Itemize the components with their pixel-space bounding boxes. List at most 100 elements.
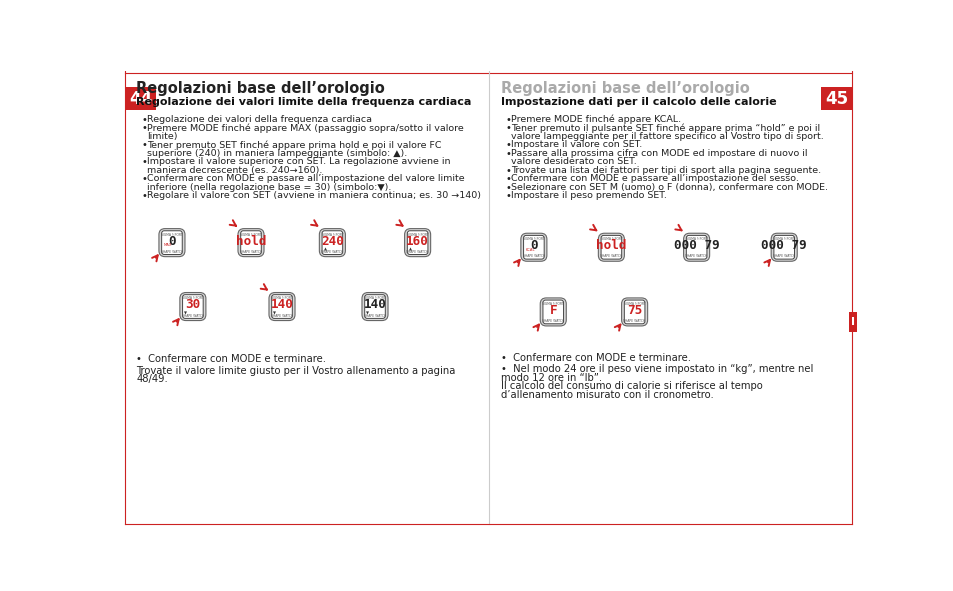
Text: SIGMA § PORT: SIGMA § PORT	[364, 297, 385, 300]
Text: •  Confermare con MODE e terminare.: • Confermare con MODE e terminare.	[500, 353, 690, 363]
Text: 160: 160	[406, 235, 429, 248]
Text: SIGMA § PORT: SIGMA § PORT	[600, 237, 621, 241]
Text: SIGMA § PORT: SIGMA § PORT	[406, 232, 428, 236]
Text: SIGMA § PORT: SIGMA § PORT	[240, 232, 261, 236]
Text: SHAPE WATCH: SHAPE WATCH	[599, 254, 622, 258]
Text: SIGMA § PORT: SIGMA § PORT	[542, 302, 563, 306]
Text: Passare alla prossima cifra con MODE ed impostare di nuovo il: Passare alla prossima cifra con MODE ed …	[511, 149, 807, 158]
Text: ▲: ▲	[323, 247, 326, 251]
Text: •: •	[505, 124, 512, 134]
Text: 44: 44	[130, 90, 152, 108]
Text: SHAPE WATCH: SHAPE WATCH	[363, 314, 386, 318]
Text: SHAPE WATCH: SHAPE WATCH	[239, 250, 262, 254]
Text: •: •	[505, 149, 512, 159]
Text: Premere MODE finché appare KCAL.: Premere MODE finché appare KCAL.	[511, 115, 680, 124]
Text: 240: 240	[320, 235, 343, 248]
Text: SHAPE WATCH: SHAPE WATCH	[406, 250, 428, 254]
Text: 75: 75	[626, 304, 641, 317]
Text: ▲: ▲	[409, 247, 412, 251]
Text: Premere MODE finché appare MAX (passaggio sopra/sotto il valore: Premere MODE finché appare MAX (passaggi…	[147, 124, 463, 133]
FancyBboxPatch shape	[269, 293, 294, 320]
FancyBboxPatch shape	[542, 300, 563, 324]
Text: hold: hold	[235, 235, 266, 248]
Text: •: •	[142, 191, 148, 201]
Text: Trovate il valore limite giusto per il Vostro allenamento a pagina: Trovate il valore limite giusto per il V…	[136, 366, 456, 376]
FancyBboxPatch shape	[770, 233, 797, 261]
Text: Confermare con MODE e passare all’impostazione del valore limite: Confermare con MODE e passare all’impost…	[147, 174, 464, 183]
FancyBboxPatch shape	[520, 233, 546, 261]
Text: 000 79: 000 79	[673, 239, 719, 252]
Text: superiore (240) in maniera lampeggiante (simbolo: ▲).: superiore (240) in maniera lampeggiante …	[147, 149, 407, 158]
Text: 45: 45	[824, 90, 847, 108]
Text: d’allenamento misurato con il cronometro.: d’allenamento misurato con il cronometro…	[500, 389, 713, 400]
FancyBboxPatch shape	[159, 229, 185, 256]
FancyBboxPatch shape	[364, 295, 385, 319]
FancyBboxPatch shape	[685, 235, 706, 259]
Text: ▼: ▼	[184, 311, 187, 315]
FancyBboxPatch shape	[621, 298, 647, 326]
Text: limite): limite)	[147, 132, 177, 141]
Text: SIGMA § PORT: SIGMA § PORT	[773, 237, 794, 241]
Text: SHAPE WATCH: SHAPE WATCH	[161, 250, 183, 254]
Text: Impostare il valore con SET.: Impostare il valore con SET.	[511, 140, 642, 149]
Text: ▼: ▼	[366, 311, 369, 315]
Text: Tener premuto SET finché appare prima hold e poi il valore FC: Tener premuto SET finché appare prima ho…	[147, 140, 441, 150]
Text: SHAPE WATCH: SHAPE WATCH	[623, 319, 645, 323]
FancyBboxPatch shape	[539, 298, 566, 326]
Text: valore desiderato con SET.: valore desiderato con SET.	[511, 157, 637, 166]
Text: hold: hold	[596, 239, 626, 252]
Text: modo 12 ore in “lb”.: modo 12 ore in “lb”.	[500, 373, 601, 383]
Text: •  Confermare con MODE e terminare.: • Confermare con MODE e terminare.	[136, 354, 326, 364]
Text: SHAPE WATCH: SHAPE WATCH	[541, 319, 564, 323]
Text: SIGMA § PORT: SIGMA § PORT	[623, 302, 645, 306]
FancyBboxPatch shape	[125, 87, 156, 110]
Text: 0: 0	[168, 235, 175, 248]
Text: Il calcolo del consumo di calorie si riferisce al tempo: Il calcolo del consumo di calorie si rif…	[500, 381, 761, 391]
Text: Regolazione dei valori limite della frequenza cardiaca: Regolazione dei valori limite della freq…	[136, 98, 471, 108]
Text: I: I	[850, 317, 854, 327]
Text: •: •	[505, 183, 512, 193]
Text: •: •	[505, 165, 512, 176]
FancyBboxPatch shape	[322, 230, 342, 255]
Text: SIGMA § PORT: SIGMA § PORT	[161, 232, 183, 236]
Text: •: •	[142, 157, 148, 167]
Text: inferiore (nella regolazione base = 30) (simbolo:▼).: inferiore (nella regolazione base = 30) …	[147, 183, 391, 191]
Text: KCAL: KCAL	[525, 248, 535, 252]
Text: 48/49.: 48/49.	[136, 374, 168, 384]
Text: Regolare il valore con SET (avviene in maniera continua; es. 30 →140): Regolare il valore con SET (avviene in m…	[147, 191, 480, 200]
FancyBboxPatch shape	[240, 230, 261, 255]
Text: SIGMA § PORT: SIGMA § PORT	[685, 237, 707, 241]
FancyBboxPatch shape	[523, 235, 543, 259]
Text: 30: 30	[185, 298, 200, 311]
FancyBboxPatch shape	[237, 229, 264, 256]
Text: •: •	[142, 140, 148, 150]
FancyBboxPatch shape	[182, 295, 203, 319]
Text: Selezionare con SET M (uomo) o F (donna), confermare con MODE.: Selezionare con SET M (uomo) o F (donna)…	[511, 183, 827, 191]
Text: valore lampeggiante per il fattore specifico al Vostro tipo di sport.: valore lampeggiante per il fattore speci…	[511, 132, 823, 141]
Text: Confermare con MODE e passare all’impostazione del sesso.: Confermare con MODE e passare all’impost…	[511, 174, 799, 183]
Text: Regolazioni base dell’orologio: Regolazioni base dell’orologio	[136, 81, 385, 96]
Text: Regolazione dei valori della frequenza cardiaca: Regolazione dei valori della frequenza c…	[147, 115, 372, 124]
FancyBboxPatch shape	[361, 293, 388, 320]
FancyBboxPatch shape	[623, 300, 644, 324]
FancyBboxPatch shape	[272, 295, 292, 319]
FancyBboxPatch shape	[319, 229, 345, 256]
Text: •: •	[505, 115, 512, 125]
FancyBboxPatch shape	[407, 230, 428, 255]
Text: ▼: ▼	[273, 311, 276, 315]
Text: SHAPE WATCH: SHAPE WATCH	[321, 250, 343, 254]
FancyBboxPatch shape	[821, 87, 852, 110]
Text: SIGMA § PORT: SIGMA § PORT	[321, 232, 343, 236]
FancyBboxPatch shape	[161, 230, 182, 255]
FancyBboxPatch shape	[683, 233, 709, 261]
Text: •: •	[142, 174, 148, 184]
Text: maniera decrescente (es. 240→160).: maniera decrescente (es. 240→160).	[147, 165, 322, 174]
Text: Tener premuto il pulsante SET finché appare prima “hold” e poi il: Tener premuto il pulsante SET finché app…	[511, 124, 820, 133]
Text: Impostazione dati per il calcolo delle calorie: Impostazione dati per il calcolo delle c…	[500, 98, 776, 108]
Text: SIGMA § PORT: SIGMA § PORT	[522, 237, 544, 241]
Text: F: F	[549, 304, 557, 317]
Text: SHAPE WATCH: SHAPE WATCH	[182, 314, 204, 318]
Text: 140: 140	[363, 298, 386, 311]
Text: •: •	[505, 174, 512, 184]
Text: SHAPE WATCH: SHAPE WATCH	[772, 254, 795, 258]
